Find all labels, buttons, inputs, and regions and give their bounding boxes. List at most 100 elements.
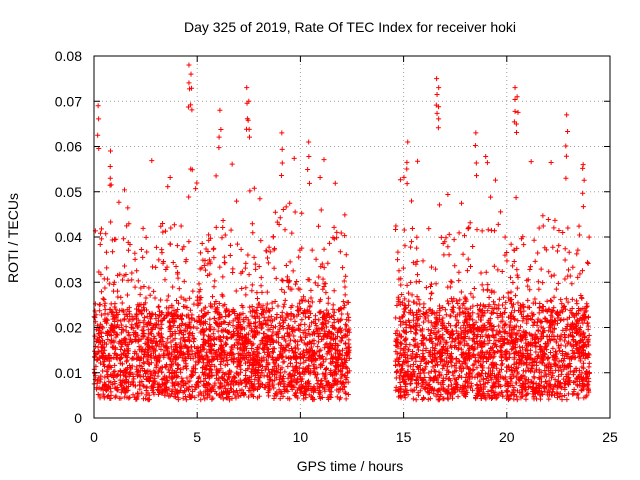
data-point [331,224,337,230]
data-point [104,369,110,375]
data-point [295,346,301,352]
data-point [233,337,239,343]
data-point [134,268,140,274]
data-point [198,250,204,256]
data-point [175,374,181,380]
data-point [118,330,124,336]
data-point [207,316,213,322]
data-point [297,334,303,340]
data-point [213,173,219,179]
data-point [101,276,107,282]
data-point [223,341,229,347]
data-point [102,374,108,380]
data-point [243,292,249,298]
data-point [202,396,208,402]
data-point [102,303,108,309]
data-point [159,250,165,256]
data-point [102,363,108,369]
data-point [211,284,217,290]
data-point [319,261,325,267]
data-point [187,337,193,343]
data-point [326,396,332,402]
data-point [189,388,195,394]
data-point [287,337,293,343]
data-point [227,253,233,259]
data-point [163,312,169,318]
data-point [108,365,114,371]
data-point [287,200,293,206]
data-point [199,369,205,375]
data-point [247,309,253,315]
data-point [124,292,130,298]
data-point [190,355,196,361]
data-point [105,393,111,399]
data-point [252,334,258,340]
data-point [119,300,125,306]
data-point [328,356,334,362]
data-point [202,257,208,263]
data-point [124,311,130,317]
data-point [192,351,198,357]
data-point [220,218,226,224]
data-point [116,356,122,362]
data-point [322,367,328,373]
data-point [234,357,240,363]
data-point [129,339,135,345]
data-point [168,344,174,350]
data-point [231,328,237,334]
data-point [148,316,154,322]
data-point [229,309,235,315]
data-point [258,283,264,289]
data-point [118,346,124,352]
data-point [298,390,304,396]
data-point [142,315,148,321]
data-point [313,313,319,319]
data-point [102,382,108,387]
data-point [315,282,321,288]
data-point [251,254,257,260]
data-point [320,325,326,331]
data-point [163,362,169,368]
data-point [133,311,139,317]
data-point [100,296,106,302]
data-point [168,324,174,330]
data-point [299,376,305,382]
data-point [164,297,170,303]
data-point [108,301,114,307]
data-point [333,340,339,346]
data-point [238,247,244,253]
data-point [280,206,286,212]
data-point [92,333,98,339]
data-point [325,300,331,306]
data-point [228,386,234,392]
data-point [189,383,195,389]
data-point [124,377,130,383]
data-point [235,340,241,346]
data-point [315,344,321,350]
data-point [138,285,144,291]
data-point [167,333,173,339]
data-point [95,344,101,350]
data-point [166,386,172,392]
data-point [245,252,251,258]
data-point [156,333,162,339]
data-point [142,340,148,346]
data-point [174,365,180,371]
data-point [111,279,117,285]
data-point [207,322,213,328]
data-point [234,330,240,336]
data-point [161,353,167,359]
data-point [282,227,288,233]
data-point [143,371,149,377]
data-point [146,285,152,291]
data-point [330,306,336,312]
data-point [145,346,151,352]
data-point [272,209,278,215]
data-point [285,322,291,328]
data-point [269,300,275,306]
data-point [152,369,158,375]
data-point [273,324,279,330]
data-point [237,356,243,362]
data-point [274,355,280,361]
